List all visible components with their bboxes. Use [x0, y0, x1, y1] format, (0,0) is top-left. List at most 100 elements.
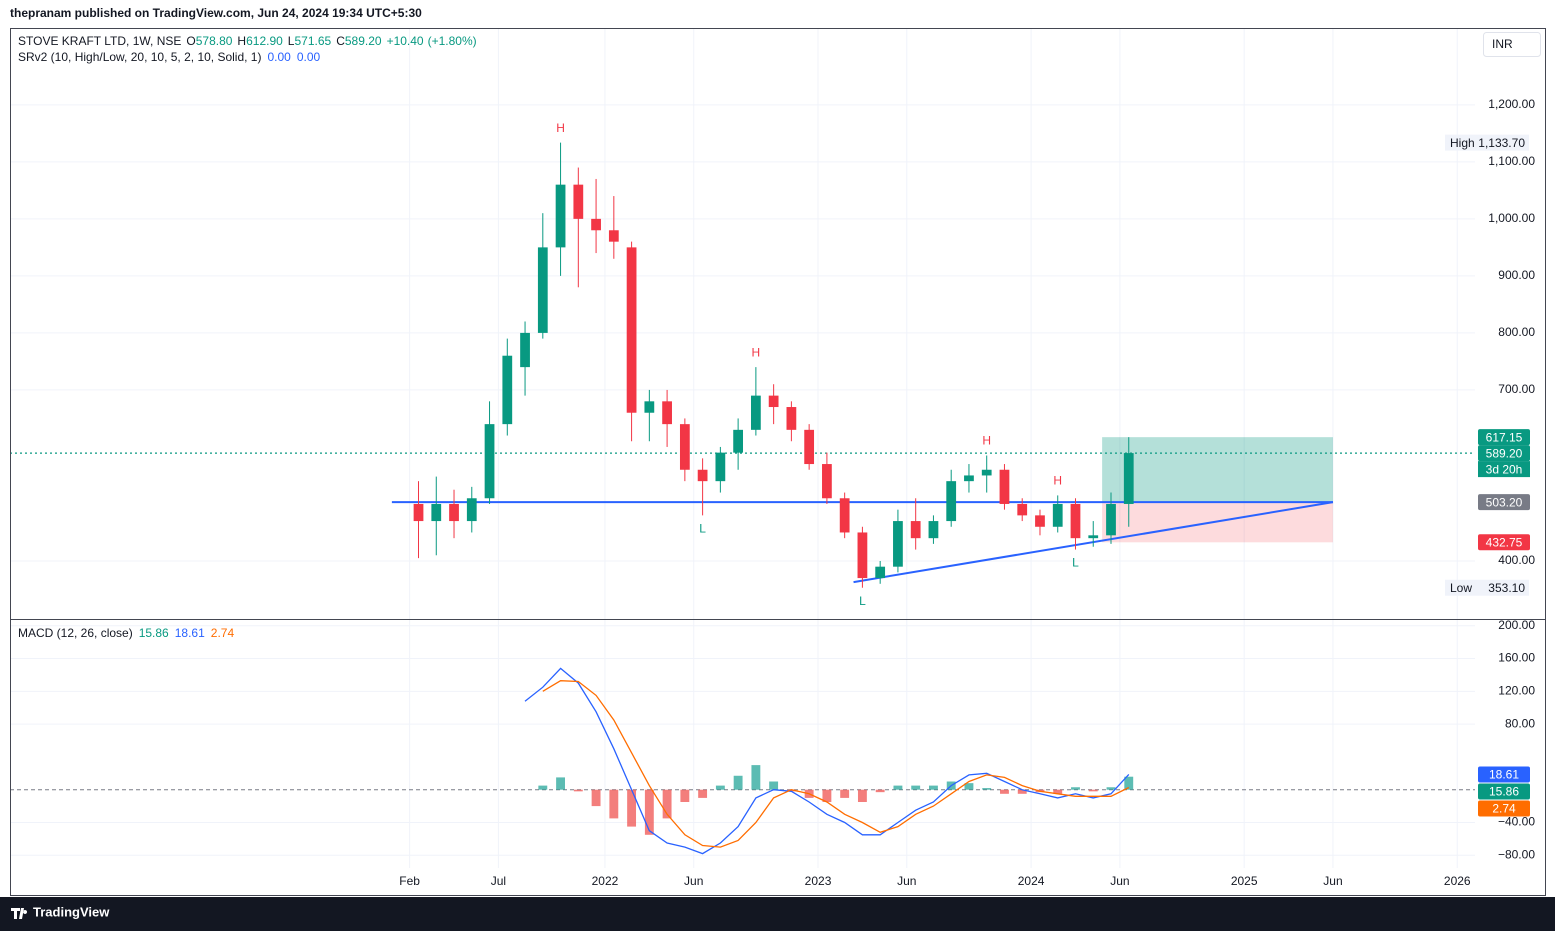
y-tick-label: 1,200.00 [1488, 97, 1535, 111]
y-tick-label: 1,000.00 [1488, 211, 1535, 225]
y-tick-label: 200.00 [1498, 618, 1535, 632]
candle-body [573, 184, 584, 219]
y-tick-label: 800.00 [1498, 325, 1535, 339]
logo [11, 908, 28, 919]
candle-body [626, 247, 637, 413]
x-tick-label: 2025 [1231, 874, 1258, 888]
y-tick-label: 120.00 [1498, 683, 1535, 697]
candle-body [768, 395, 779, 408]
extreme-value: 1,133.70 [1478, 136, 1525, 150]
axis-badge-label: 15.86 [1489, 785, 1519, 799]
ohlc-value: 612.90 [246, 34, 283, 48]
candle-body [822, 464, 832, 499]
candle-body [555, 184, 566, 248]
histogram-bar [573, 789, 583, 792]
histogram-bar [911, 785, 921, 790]
histogram-bar [893, 785, 903, 790]
histogram-bar [840, 789, 850, 798]
x-tick-label: Jul [491, 874, 506, 888]
currency-box[interactable] [1483, 32, 1541, 57]
histogram-bar [822, 789, 832, 802]
candle-body [1052, 503, 1063, 527]
candle-body [502, 355, 513, 425]
axis-badge [1478, 800, 1530, 817]
histogram-bar [556, 777, 565, 790]
extreme-name: High [1450, 136, 1475, 150]
histogram-bar [591, 789, 601, 807]
macd-line [524, 667, 1130, 855]
macd-legend-value: 2.74 [211, 626, 235, 640]
grid-layer [10, 29, 1475, 868]
footer-brand: TradingView [33, 904, 110, 919]
candle-body [857, 532, 868, 579]
histogram-bar [609, 789, 619, 819]
candle-body [1088, 535, 1099, 539]
y-tick-label: 160.00 [1498, 651, 1535, 665]
candle-body [804, 429, 815, 465]
axis-badge [1478, 429, 1530, 446]
candle-body [946, 481, 957, 522]
candle-body [449, 503, 459, 522]
candle-body [537, 247, 548, 333]
x-tick-label: Jun [1110, 874, 1129, 888]
symbol-legend: STOVE KRAFT LTD, 1W, NSE O578.80 H612.90 L5… [18, 34, 477, 48]
histogram-bar [1106, 787, 1116, 790]
symbol: STOVE KRAFT LTD, 1W, NSE [18, 34, 181, 48]
candle-body [910, 521, 921, 539]
draw-layer [10, 142, 1475, 855]
axis-badge-label: 589.20 [1486, 446, 1523, 460]
candle-body [999, 469, 1010, 504]
histogram-bar [1088, 789, 1098, 792]
x-tick-label: Jun [684, 874, 703, 888]
candle-body [644, 401, 655, 413]
indicator-name: SRv2 (10, High/Low, 20, 10, 5, 2, 10, So… [18, 50, 261, 64]
y-tick-label: 1,100.00 [1488, 154, 1535, 168]
candle-body [893, 521, 903, 567]
axis-badge-label: 432.75 [1486, 535, 1523, 549]
published-line: thepranam published on TradingView.com, … [10, 6, 422, 20]
x-tick-label: 2024 [1018, 874, 1045, 888]
y-tick-label: −40.00 [1498, 815, 1535, 829]
change: +10.40 [387, 34, 424, 48]
extreme-badge [1445, 134, 1529, 151]
histogram-bar [769, 781, 779, 790]
candle-body [679, 424, 690, 470]
axis-badge [1478, 534, 1530, 551]
candle-body [1070, 503, 1081, 539]
indicator-value: 0.00 [297, 50, 321, 64]
candle-body [520, 332, 530, 368]
histogram-bar [1053, 789, 1063, 794]
ohlc-value: 589.20 [345, 34, 382, 48]
pattern-label: H [556, 121, 565, 135]
axis-badge [1478, 783, 1530, 800]
pattern-label: L [859, 594, 866, 608]
candle-body [875, 566, 886, 579]
indicator-legend: SRv2 (10, High/Low, 20, 10, 5, 2, 10, So… [18, 50, 321, 64]
candle-body [1123, 453, 1134, 504]
macd-legend-value: 15.86 [139, 626, 169, 640]
histogram-bar [964, 783, 974, 790]
histogram-bar [698, 789, 708, 798]
change-pct: (+1.80%) [428, 34, 477, 48]
pattern-label: H [752, 345, 761, 359]
candle-body [715, 452, 726, 482]
pattern-label: L [699, 522, 706, 536]
x-tick-label: 2026 [1444, 874, 1471, 888]
extreme-value: 353.10 [1488, 581, 1525, 595]
histogram-bar [1000, 789, 1009, 794]
candle-body [928, 521, 939, 539]
profit-zone [1102, 437, 1333, 503]
candle-body [608, 230, 619, 242]
histogram-bar [538, 785, 548, 790]
candle-body [981, 469, 992, 476]
candle-body [1035, 515, 1045, 527]
y-tick-label: 900.00 [1498, 268, 1535, 282]
candle-body [484, 424, 495, 499]
macd-title: MACD (12, 26, close) [18, 626, 133, 640]
axis-badge-label: 503.20 [1486, 495, 1523, 509]
histogram-bar [857, 789, 867, 802]
countdown-label: 3d 20h [1486, 462, 1523, 476]
